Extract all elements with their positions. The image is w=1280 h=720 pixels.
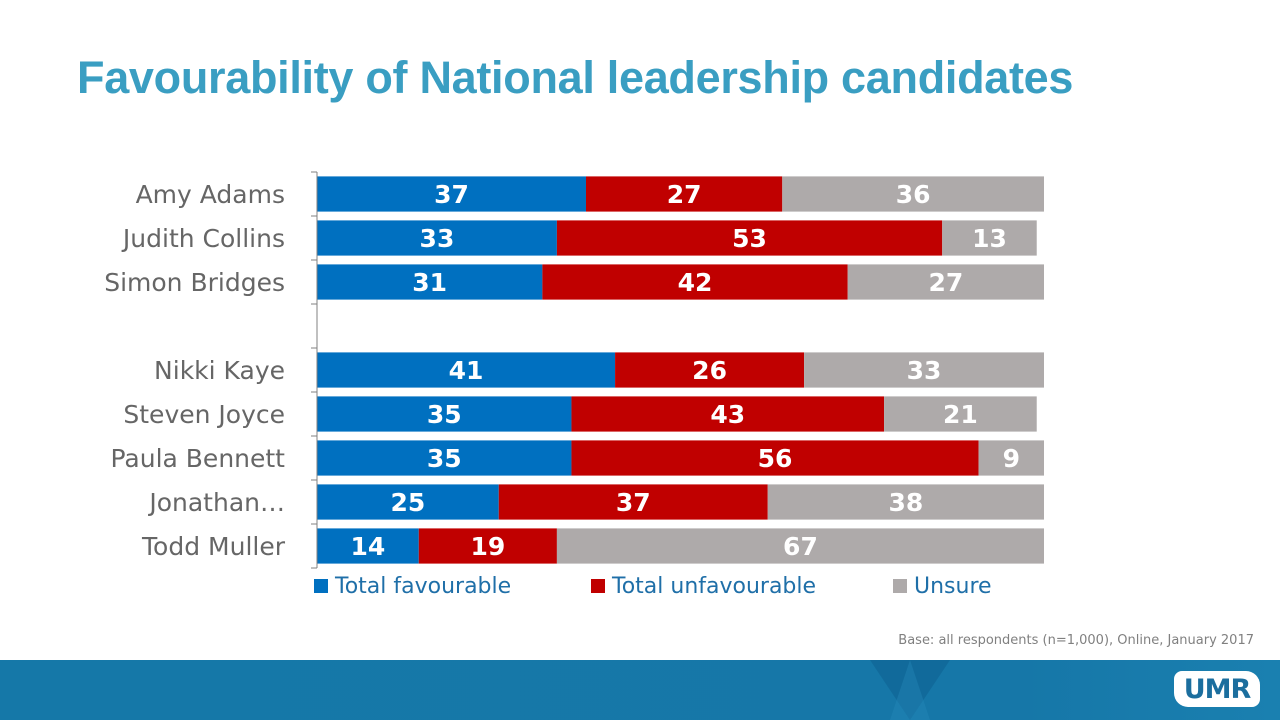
value-labels: 37 27 36 33 53 13 31 42 27 41 26 33 35 43 21 35 56 9 25 37 3… bbox=[350, 180, 1019, 561]
bar-segment-favourable bbox=[317, 396, 572, 432]
data-label: 27 bbox=[667, 180, 702, 209]
data-label: 19 bbox=[470, 532, 505, 561]
data-label: 37 bbox=[434, 180, 469, 209]
data-label: 9 bbox=[1003, 444, 1020, 473]
legend-swatch-unfavourable bbox=[591, 579, 605, 593]
bar-segment-unfavourable bbox=[556, 220, 943, 256]
data-label: 36 bbox=[896, 180, 931, 209]
category-label: Paula Bennett bbox=[110, 444, 285, 473]
data-label: 33 bbox=[420, 224, 455, 253]
data-label: 56 bbox=[758, 444, 793, 473]
bar-segment-favourable bbox=[317, 352, 616, 388]
bar-segment-unsure bbox=[556, 528, 1044, 564]
logo-text-um: UM bbox=[1183, 673, 1232, 705]
bar-segment-unfavourable bbox=[418, 528, 557, 564]
category-axis bbox=[311, 171, 318, 569]
data-label: 14 bbox=[350, 532, 385, 561]
legend-label-unfavourable: Total unfavourable bbox=[612, 573, 817, 599]
data-label: 42 bbox=[678, 268, 713, 297]
data-label: 41 bbox=[449, 356, 484, 385]
logo-text-r: R bbox=[1230, 673, 1252, 705]
category-label: Nikki Kaye bbox=[154, 356, 285, 385]
category-label: Simon Bridges bbox=[104, 268, 285, 297]
category-label: Judith Collins bbox=[121, 224, 285, 253]
bars-layer bbox=[317, 176, 1044, 564]
footnote-base: Base: all respondents (n=1,000), Online,… bbox=[898, 633, 1254, 648]
footer-decoration bbox=[870, 660, 950, 720]
data-label: 31 bbox=[412, 268, 447, 297]
bar-segment-unfavourable bbox=[542, 264, 848, 300]
data-label: 21 bbox=[943, 400, 978, 429]
category-labels: Amy Adams Judith Collins Simon Bridges Nikk… bbox=[104, 180, 286, 561]
legend-swatch-unsure bbox=[893, 579, 907, 593]
bar-segment-unsure bbox=[884, 396, 1037, 432]
legend-item-unfavourable: Total unfavourable bbox=[591, 574, 816, 599]
data-label: 27 bbox=[928, 268, 963, 297]
data-label: 33 bbox=[907, 356, 942, 385]
bar-segment-favourable bbox=[317, 484, 499, 520]
bar-segment-favourable bbox=[317, 176, 586, 212]
umr-logo: UM R bbox=[1174, 671, 1260, 707]
legend-item-favourable: Total favourable bbox=[314, 574, 511, 599]
category-label: Todd Muller bbox=[141, 532, 286, 561]
legend-label-favourable: Total favourable bbox=[335, 573, 512, 599]
bar-segment-unfavourable bbox=[585, 176, 783, 212]
category-label: Steven Joyce bbox=[123, 400, 285, 429]
data-label: 35 bbox=[427, 444, 462, 473]
bar-segment-favourable bbox=[317, 220, 557, 256]
data-label: 37 bbox=[616, 488, 651, 517]
bar-segment-unfavourable bbox=[498, 484, 768, 520]
data-label: 35 bbox=[427, 400, 462, 429]
bar-segment-unsure bbox=[942, 220, 1037, 256]
legend-label-unsure: Unsure bbox=[914, 573, 992, 599]
slide-title: Favourability of National leadership can… bbox=[77, 52, 1074, 103]
data-label: 26 bbox=[692, 356, 727, 385]
bar-segment-unsure bbox=[978, 440, 1044, 476]
bar-segment-unsure bbox=[804, 352, 1044, 388]
data-label: 38 bbox=[888, 488, 923, 517]
bar-segment-favourable bbox=[317, 264, 543, 300]
bar-segment-favourable bbox=[317, 528, 419, 564]
data-label: 53 bbox=[732, 224, 767, 253]
footer-decoration bbox=[890, 660, 930, 720]
category-label: Amy Adams bbox=[136, 180, 285, 209]
bar-segment-unfavourable bbox=[615, 352, 805, 388]
bar-segment-unsure bbox=[782, 176, 1044, 212]
bar-segment-unsure bbox=[767, 484, 1044, 520]
bar-segment-favourable bbox=[317, 440, 572, 476]
footer-band bbox=[0, 660, 1280, 720]
bar-segment-unsure bbox=[847, 264, 1044, 300]
data-label: 13 bbox=[972, 224, 1007, 253]
legend-swatch-favourable bbox=[314, 579, 328, 593]
bar-segment-unfavourable bbox=[571, 396, 885, 432]
category-label: Jonathan… bbox=[147, 488, 285, 517]
legend-item-unsure: Unsure bbox=[893, 574, 992, 599]
bar-segment-unfavourable bbox=[571, 440, 979, 476]
data-label: 43 bbox=[710, 400, 745, 429]
data-label: 25 bbox=[390, 488, 425, 517]
data-label: 67 bbox=[783, 532, 818, 561]
